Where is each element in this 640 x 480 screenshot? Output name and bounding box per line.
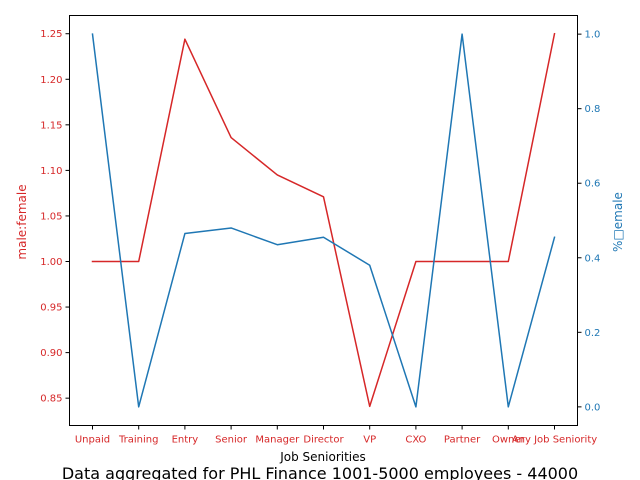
left-tick-label: 1.15 [40,120,62,131]
left-tick-label: 1.05 [40,211,62,222]
x-tick-label: Any Job Seniority [512,435,597,446]
x-tick-label: Training [118,435,158,446]
left-tick-label: 0.85 [40,394,62,405]
right-tick-label: 0.0 [585,402,601,413]
right-tick-label: 0.4 [585,253,601,264]
x-tick-label: Owner [492,435,526,446]
left-tick-label: 1.10 [40,166,62,177]
left-tick-label: 0.95 [40,303,62,314]
x-tick-label: Senior [215,435,248,446]
series-lines [91,32,556,408]
left-axis-ticks: 0.85 0.90 0.95 1.00 1.05 1.10 1.15 1.20 1.25 [40,29,70,405]
right-tick-label: 1.0 [585,30,601,41]
right-axis-label: %□emale [611,192,625,252]
x-tick-label: Partner [444,435,481,446]
right-tick-label: 0.8 [585,104,601,115]
left-tick-label: 1.25 [40,29,62,40]
right-tick-label: 0.6 [585,179,601,190]
left-tick-label: 1.20 [40,75,62,86]
x-tick-label: Entry [172,435,199,446]
x-tick-label: Director [303,435,344,446]
plot-frame [69,15,578,426]
male-female-ratio-line [91,32,556,408]
percent-female-line [91,33,556,408]
right-tick-label: 0.2 [585,328,601,339]
chart-caption: Data aggregated for PHL Finance 1001-500… [62,464,578,480]
x-tick-label: Manager [255,435,300,446]
right-axis-ticks: 0.0 0.2 0.4 0.6 0.8 1.0 [577,30,601,413]
x-tick-label: Unpaid [75,435,110,446]
left-axis-label: male:female [15,184,29,259]
left-tick-label: 1.00 [40,257,62,268]
x-tick-label: CXO [405,435,426,446]
x-tick-label: VP [363,435,376,446]
x-axis-label: Job Seniorities [279,450,366,464]
left-tick-label: 0.90 [40,348,62,359]
x-axis-ticks: Unpaid Training Entry Senior Manager Director… [75,425,597,446]
